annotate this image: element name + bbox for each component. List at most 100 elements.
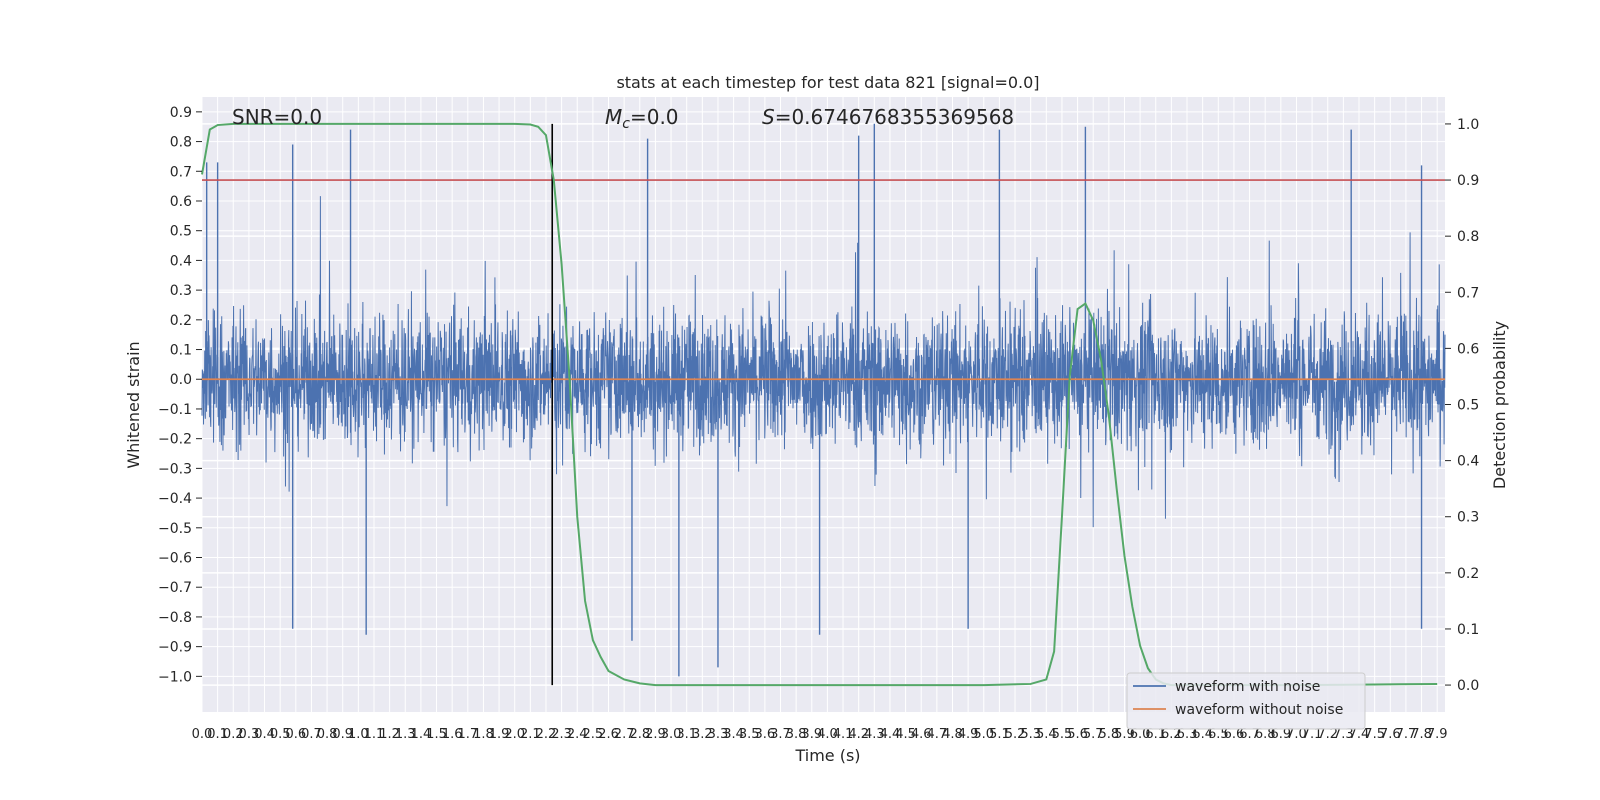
x-tick-label: 3.7	[770, 727, 791, 742]
y2-tick-label: 0.8	[1457, 229, 1479, 245]
x-tick-label: 3.1	[676, 727, 697, 742]
x-tick-label: 6.3	[1177, 727, 1198, 742]
x-tick-label: 0.0	[192, 727, 213, 742]
x-tick-label: 4.3	[864, 727, 885, 742]
plot-area	[201, 97, 1446, 712]
y2-tick-label: 1.0	[1457, 117, 1479, 133]
x-tick-label: 2.1	[520, 727, 541, 742]
x-tick-label: 6.7	[1239, 727, 1260, 742]
chart-title: stats at each timestep for test data 821…	[616, 73, 1039, 92]
x-tick-label: 7.9	[1427, 727, 1448, 742]
x-tick-label: 3.8	[786, 727, 807, 742]
annotation-mc-sub: c	[622, 116, 630, 132]
x-tick-label: 0.3	[239, 727, 260, 742]
y-tick-label: 0.8	[170, 135, 192, 151]
x-tick-label: 3.0	[661, 727, 682, 742]
y-tick-label: −0.3	[158, 461, 192, 477]
x-tick-label: 1.4	[411, 727, 432, 742]
x-tick-label: 6.2	[1161, 727, 1182, 742]
x-tick-label: 1.2	[379, 727, 400, 742]
noise-trace	[201, 196, 1446, 528]
y2-tick-label: 0.0	[1457, 678, 1479, 694]
legend-box	[1126, 672, 1366, 730]
x-tick-label: 2.9	[645, 727, 666, 742]
x-tick-label: 6.4	[1192, 727, 1213, 742]
x-tick-label: 0.2	[223, 727, 244, 742]
y2-tick-label: 0.1	[1457, 622, 1479, 638]
series-waveform-with-noise	[201, 123, 1446, 677]
x-tick-label: 0.7	[301, 727, 322, 742]
x-tick-label: 0.1	[207, 727, 228, 742]
y-tick-label: −1.0	[158, 669, 192, 685]
x-axis-label: Time (s)	[794, 746, 860, 765]
x-tick-label: 2.7	[614, 727, 635, 742]
x-tick-label: 0.6	[285, 727, 306, 742]
annotation-s-value: =0.6746768355369568	[775, 105, 1014, 129]
x-tick-label: 3.4	[723, 727, 744, 742]
y2-axis-label: Detection probability	[1490, 321, 1509, 489]
x-tick-label: 5.6	[1067, 727, 1088, 742]
x-tick-label: 1.3	[395, 727, 416, 742]
y2-tick-label: 0.5	[1457, 398, 1479, 414]
x-tick-label: 4.1	[833, 727, 854, 742]
x-tick-label: 7.3	[1333, 727, 1354, 742]
x-tick-label: 2.3	[551, 727, 572, 742]
x-tick-label: 0.5	[270, 727, 291, 742]
x-tick-label: 2.0	[504, 727, 525, 742]
x-tick-label: 6.1	[1145, 727, 1166, 742]
x-tick-label: 7.8	[1411, 727, 1432, 742]
x-tick-label: 1.1	[364, 727, 385, 742]
y-tick-label: 0.5	[170, 224, 192, 240]
x-axis-ticks: 0.00.10.20.30.40.50.60.70.80.91.01.11.21…	[192, 727, 1448, 742]
y-tick-label: −0.1	[158, 402, 192, 418]
y2-tick-label: 0.3	[1457, 510, 1479, 526]
y2-tick-label: 0.6	[1457, 341, 1479, 357]
x-tick-label: 5.4	[1036, 727, 1057, 742]
annotation-mc: Mc=0.0	[605, 105, 679, 132]
y-tick-label: −0.2	[158, 432, 192, 448]
x-tick-label: 7.7	[1396, 727, 1417, 742]
x-tick-label: 2.2	[536, 727, 557, 742]
x-tick-label: 6.8	[1255, 727, 1276, 742]
annotation-s: S=0.6746768355369568	[762, 105, 1014, 129]
x-tick-label: 4.0	[817, 727, 838, 742]
x-tick-label: 5.1	[989, 727, 1010, 742]
x-tick-label: 6.6	[1224, 727, 1245, 742]
y-axis-left-ticks: 0.9 0.8 0.7 0.6 0.5 0.4 0.3 0.2 0.1 0.0 −0.1 −0.2 −0…	[158, 105, 202, 685]
x-tick-label: 2.8	[629, 727, 650, 742]
x-tick-label: 3.5	[739, 727, 760, 742]
y-tick-label: 0.4	[170, 253, 192, 269]
y-tick-label: −0.4	[158, 491, 192, 507]
y-axis-label: Whitened strain	[124, 341, 143, 468]
y-tick-label: 0.0	[170, 372, 192, 388]
x-tick-label: 7.0	[1286, 727, 1307, 742]
y-tick-label: 0.2	[170, 313, 192, 329]
x-tick-label: 0.9	[332, 727, 353, 742]
x-tick-label: 7.2	[1317, 727, 1338, 742]
x-tick-label: 1.8	[473, 727, 494, 742]
x-tick-label: 4.9	[958, 727, 979, 742]
x-tick-label: 5.2	[1005, 727, 1026, 742]
x-tick-label: 4.7	[927, 727, 948, 742]
x-tick-label: 1.6	[442, 727, 463, 742]
x-tick-label: 0.4	[254, 727, 275, 742]
x-tick-label: 3.9	[801, 727, 822, 742]
y-tick-label: 0.9	[170, 105, 192, 121]
annotation-s-symbol: S	[762, 105, 775, 129]
annotation-mc-symbol: M	[605, 105, 622, 129]
x-tick-label: 5.9	[1114, 727, 1135, 742]
x-tick-label: 1.5	[426, 727, 447, 742]
x-tick-label: 4.2	[848, 727, 869, 742]
x-tick-label: 7.5	[1364, 727, 1385, 742]
x-tick-label: 1.0	[348, 727, 369, 742]
x-tick-label: 2.6	[598, 727, 619, 742]
annotation-mc-value: =0.0	[630, 105, 679, 129]
y-tick-label: 0.3	[170, 283, 192, 299]
y-tick-label: −0.5	[158, 521, 192, 537]
x-tick-label: 5.5	[1052, 727, 1073, 742]
x-tick-label: 4.6	[911, 727, 932, 742]
y-axis-right-ticks: 1.0 0.9 0.8 0.7 0.6 0.5 0.4 0.3 0.2 0.1 0.0	[1445, 117, 1479, 694]
x-tick-label: 1.7	[457, 727, 478, 742]
x-tick-label: 5.8	[1098, 727, 1119, 742]
